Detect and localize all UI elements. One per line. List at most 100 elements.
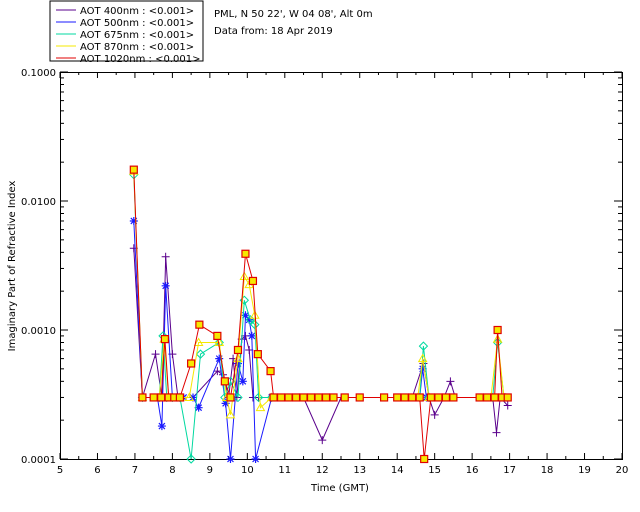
data-point: [393, 393, 402, 402]
data-point: [483, 393, 492, 402]
data-point: [226, 393, 235, 402]
data-point: [314, 393, 323, 402]
data-point: [151, 350, 160, 359]
data-point: [284, 393, 293, 402]
y-axis-label: Imaginary Part of Refractive Index: [7, 181, 18, 352]
data-point: [269, 393, 278, 402]
data-point: [449, 393, 458, 402]
x-tick-label: 6: [94, 465, 100, 476]
data-point: [441, 393, 451, 402]
data-point: [239, 271, 250, 280]
data-point: [187, 359, 196, 368]
x-tick-label: 13: [353, 465, 366, 476]
data-point: [213, 367, 222, 376]
data-point: [318, 436, 327, 445]
data-point: [251, 455, 260, 463]
series-1: [129, 216, 510, 463]
y-tick-label: 0.0010: [21, 326, 56, 337]
data-point: [492, 337, 503, 348]
data-point: [490, 393, 499, 402]
data-point: [157, 422, 166, 431]
data-point: [157, 393, 166, 402]
series-line: [133, 171, 505, 415]
data-point: [241, 249, 250, 258]
series-line: [133, 174, 505, 460]
x-tick-label: 11: [278, 465, 291, 476]
x-tick-label: 8: [169, 465, 175, 476]
x-tick-label: 12: [316, 465, 329, 476]
legend-label: AOT 400nm : <0.001>: [80, 6, 194, 17]
data-point: [194, 403, 203, 412]
data-point: [221, 399, 230, 408]
data-point: [493, 325, 502, 335]
x-tick-label: 10: [241, 465, 254, 476]
x-tick-label: 20: [616, 465, 629, 476]
y-tick-label: 0.1000: [21, 68, 56, 79]
data-point: [299, 393, 308, 402]
data-point: [420, 454, 429, 464]
series-3: [128, 166, 509, 419]
x-tick-label: 9: [207, 465, 213, 476]
data-point: [245, 315, 254, 324]
data-point: [266, 367, 275, 376]
data-point: [306, 393, 316, 402]
data-point: [253, 350, 262, 359]
x-axis-label: Time (GMT): [310, 483, 369, 494]
data-point: [213, 331, 222, 341]
data-point: [379, 393, 389, 402]
series-line: [133, 169, 508, 460]
data-point: [233, 345, 243, 355]
data-point: [233, 359, 242, 368]
data-point: [492, 334, 503, 343]
x-tick-label: 19: [578, 465, 591, 476]
data-point: [329, 393, 338, 402]
y-tick-label: 0.0100: [21, 197, 56, 208]
data-point: [340, 393, 349, 402]
data-point: [248, 276, 258, 286]
data-point: [161, 252, 170, 261]
x-tick-label: 5: [57, 465, 63, 476]
data-point: [417, 353, 428, 363]
data-point: [195, 349, 206, 359]
series-2: [129, 169, 509, 464]
data-point: [161, 281, 170, 290]
date-label: Data from: 18 Apr 2019: [214, 26, 333, 37]
data-point: [418, 341, 429, 351]
data-point: [193, 337, 204, 347]
data-point: [226, 455, 235, 463]
data-point: [415, 393, 424, 402]
data-point: [430, 410, 439, 419]
y-tick-label: 0.0001: [21, 455, 56, 466]
data-point: [129, 216, 138, 225]
data-point: [247, 331, 256, 340]
x-tick-label: 7: [132, 465, 138, 476]
data-point: [426, 393, 436, 402]
legend-label: AOT 500nm : <0.001>: [80, 18, 194, 29]
data-point: [446, 377, 455, 386]
data-point: [189, 393, 198, 402]
data-point: [241, 311, 250, 320]
series-layer: [128, 165, 512, 464]
data-point: [250, 319, 260, 330]
series-4: [129, 165, 512, 464]
data-point: [418, 364, 427, 373]
data-point: [249, 310, 260, 319]
data-point: [184, 392, 195, 401]
data-point: [355, 393, 364, 402]
data-point: [220, 377, 229, 386]
x-tick-label: 17: [503, 465, 516, 476]
series-line: [133, 220, 506, 460]
data-point: [225, 409, 236, 419]
data-point: [233, 392, 243, 403]
x-tick-label: 14: [391, 465, 404, 476]
series-line: [133, 248, 509, 442]
data-point: [503, 393, 512, 402]
data-point: [408, 393, 417, 402]
legend-label: AOT 675nm : <0.001>: [80, 30, 194, 41]
data-point: [160, 335, 170, 344]
axes: 5 6 7 8 9 10 11 12 13 14 15 16 17 18 19 20 0.0001 0.0010 0…: [21, 68, 628, 476]
data-point: [233, 353, 243, 363]
data-point: [129, 165, 138, 174]
data-point: [195, 320, 204, 329]
